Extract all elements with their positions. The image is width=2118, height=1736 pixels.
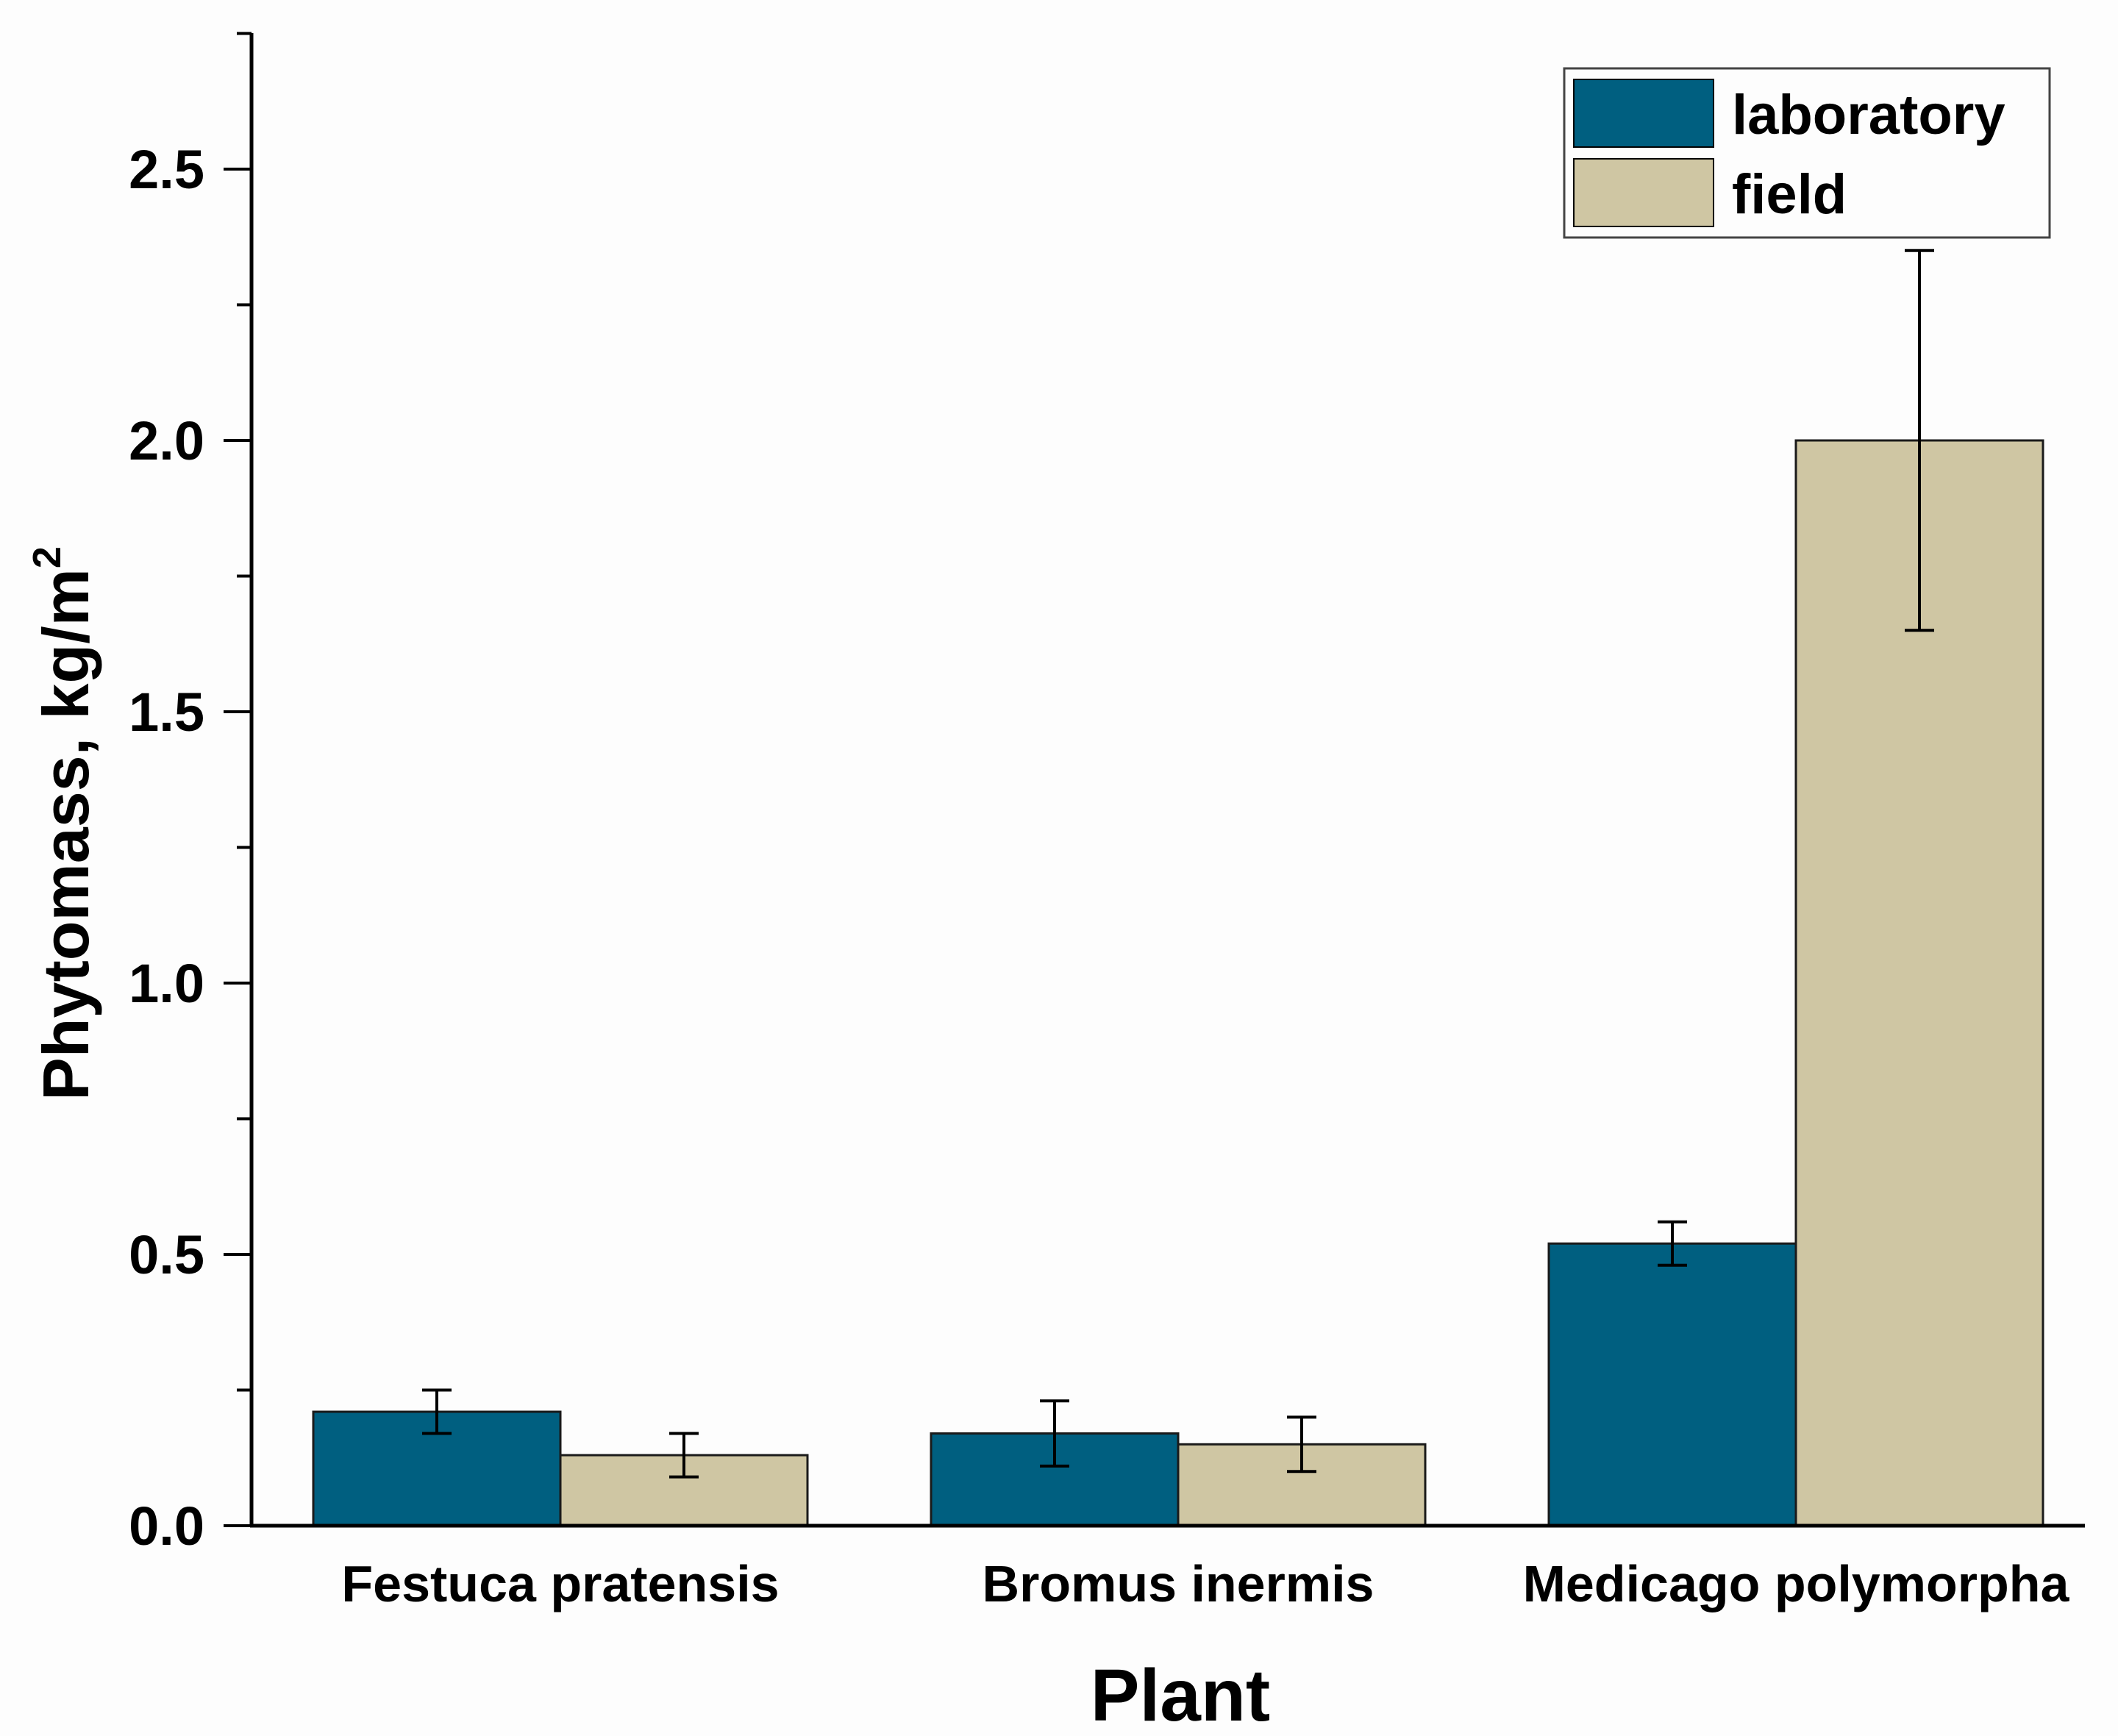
bar-laboratory-2 xyxy=(1547,1242,1797,1527)
legend-swatch-laboratory xyxy=(1573,79,1714,148)
y-tick-label: 1.0 xyxy=(129,953,204,1014)
x-axis-label: Plant xyxy=(1091,1654,1270,1736)
x-tick-label: Medicago polymorpha xyxy=(1523,1555,2070,1612)
x-tick-label: Festuca pratensis xyxy=(341,1555,779,1612)
error-bars-layer xyxy=(422,249,1934,1479)
legend-label-field: field xyxy=(1732,163,1847,226)
y-axis-ticks: 0.0 0.5 1.0 1.5 2.0 2.5 xyxy=(129,32,252,1557)
bars-layer xyxy=(312,439,2044,1527)
y-tick-label: 2.5 xyxy=(129,139,204,200)
legend-label-laboratory: laboratory xyxy=(1732,84,2005,146)
y-axis-label-superscript: 2 xyxy=(25,546,69,568)
y-tick-label: 1.5 xyxy=(129,682,204,743)
y-tick-label: 2.0 xyxy=(129,410,204,471)
x-tick-label: Bromus inermis xyxy=(983,1555,1374,1612)
legend: laboratory field xyxy=(1563,67,2051,239)
legend-swatch-field xyxy=(1573,158,1714,227)
y-tick-label: 0.5 xyxy=(129,1224,204,1285)
y-axis-label-text: Phytomass, kg/m xyxy=(29,568,102,1101)
y-axis-label: Phytomass, kg/m2 xyxy=(25,546,102,1101)
y-tick-label: 0.0 xyxy=(129,1496,204,1557)
x-axis-tick-labels: Festuca pratensis Bromus inermis Medicago … xyxy=(341,1555,2069,1612)
